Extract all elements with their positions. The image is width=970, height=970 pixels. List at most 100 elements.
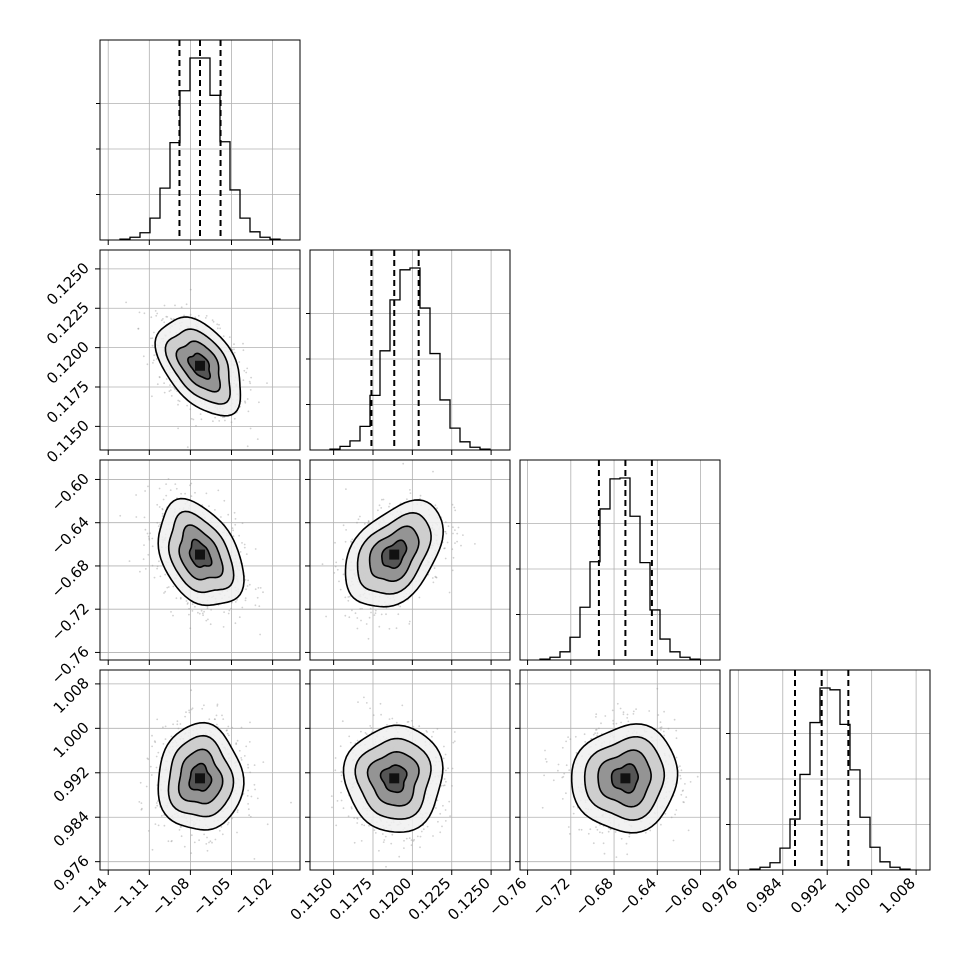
- data-point: [188, 709, 191, 712]
- data-point: [378, 625, 381, 628]
- data-point: [385, 613, 387, 616]
- data-point: [202, 614, 205, 617]
- data-point: [339, 588, 342, 591]
- data-point: [172, 318, 175, 320]
- data-point: [334, 757, 337, 759]
- data-point: [348, 735, 351, 738]
- data-point: [205, 843, 208, 845]
- data-point: [201, 707, 204, 710]
- data-point: [148, 538, 151, 541]
- data-point: [444, 530, 446, 533]
- contour-line: [187, 352, 211, 380]
- data-point: [170, 317, 172, 320]
- data-point: [152, 362, 154, 364]
- data-point: [388, 627, 391, 630]
- data-point: [233, 348, 235, 351]
- data-point: [140, 808, 143, 811]
- data-point: [696, 775, 699, 778]
- data-point: [139, 570, 141, 573]
- data-point: [206, 607, 209, 610]
- data-point: [409, 492, 412, 494]
- y-tick-label: 0.1200: [43, 338, 93, 388]
- data-point: [443, 784, 446, 787]
- data-point: [356, 822, 359, 824]
- x-tick-label: 0.1200: [365, 874, 415, 924]
- data-point: [174, 483, 177, 485]
- data-point: [159, 575, 162, 578]
- data-point: [175, 597, 178, 600]
- data-point: [442, 804, 444, 807]
- data-point: [367, 522, 369, 525]
- data-point: [177, 403, 179, 406]
- data-point: [390, 842, 393, 845]
- data-point: [213, 718, 216, 720]
- panel-frame: [309, 459, 511, 661]
- data-point: [144, 528, 147, 531]
- data-point: [233, 351, 236, 354]
- data-point: [241, 542, 243, 544]
- data-point: [321, 563, 324, 566]
- data-point: [154, 806, 157, 809]
- data-point: [599, 831, 601, 834]
- data-point: [234, 622, 237, 625]
- data-point: [191, 707, 194, 710]
- data-point: [244, 400, 246, 403]
- data-point: [249, 427, 252, 430]
- data-point: [408, 837, 411, 839]
- x-tick-label: 0.1225: [405, 874, 455, 924]
- data-point: [395, 721, 398, 724]
- contour-line: [157, 721, 245, 831]
- data-point: [443, 547, 445, 550]
- panel-1-1: [306, 249, 511, 455]
- data-point: [241, 606, 244, 609]
- data-point: [160, 814, 163, 817]
- data-point: [589, 828, 592, 831]
- data-point: [436, 799, 439, 802]
- density-peak: [389, 549, 400, 560]
- data-point: [232, 535, 235, 538]
- data-point: [246, 367, 249, 370]
- data-point: [449, 815, 451, 817]
- data-point: [351, 609, 353, 612]
- data-point: [443, 745, 445, 748]
- data-point: [172, 585, 175, 588]
- data-point: [155, 766, 158, 769]
- data-point: [167, 840, 170, 843]
- data-point: [174, 388, 177, 391]
- data-point: [439, 812, 442, 815]
- data-point: [434, 575, 437, 578]
- data-point: [344, 596, 347, 599]
- data-point: [151, 344, 154, 347]
- data-point: [151, 848, 154, 851]
- data-point: [214, 509, 216, 511]
- x-tick-label: 0.1175: [326, 874, 376, 924]
- data-point: [246, 445, 249, 448]
- data-point: [431, 577, 434, 579]
- data-point: [188, 607, 191, 610]
- data-point: [254, 548, 257, 550]
- data-point: [437, 820, 439, 823]
- data-point: [356, 627, 359, 630]
- data-point: [350, 806, 353, 808]
- data-point: [242, 349, 245, 352]
- data-point: [595, 728, 598, 731]
- histogram-1: [329, 267, 491, 450]
- panel-frame: [99, 669, 301, 871]
- data-point: [340, 791, 342, 794]
- data-point: [452, 741, 455, 744]
- data-point: [266, 823, 269, 826]
- data-point: [207, 618, 209, 621]
- density-peak: [195, 360, 205, 371]
- data-point: [595, 826, 597, 828]
- data-point: [370, 727, 373, 729]
- data-point: [180, 835, 183, 838]
- data-point: [245, 553, 248, 555]
- data-point: [233, 343, 235, 346]
- data-point: [339, 745, 342, 748]
- data-point: [236, 811, 239, 813]
- data-point: [367, 520, 370, 523]
- data-point: [146, 363, 149, 366]
- data-point: [163, 321, 166, 324]
- data-point: [153, 576, 156, 579]
- data-point: [244, 401, 247, 404]
